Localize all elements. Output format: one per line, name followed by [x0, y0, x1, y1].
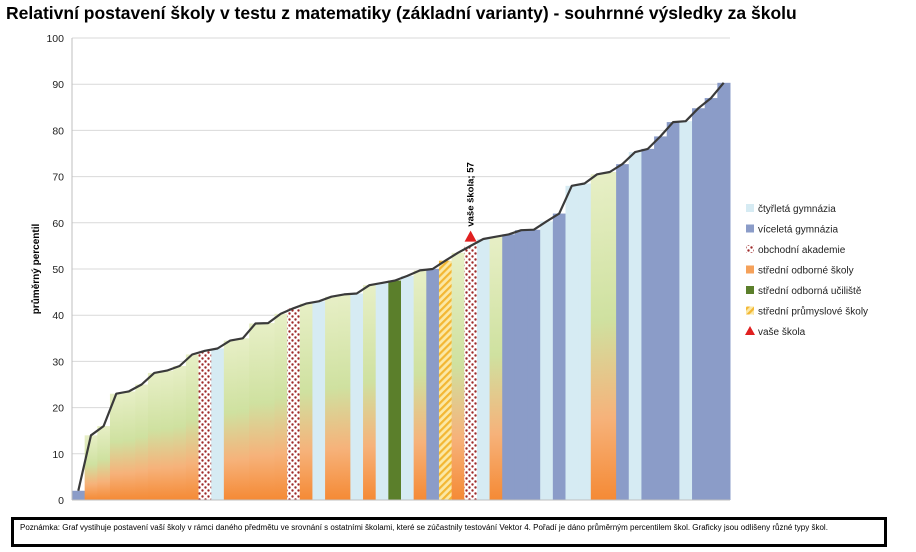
bar-odborne — [489, 236, 503, 500]
bar-vicelete — [552, 213, 566, 500]
legend-label-vase: vaše škola — [758, 327, 806, 338]
bar-odborne — [451, 252, 465, 500]
bar-ctyrleta — [578, 183, 592, 500]
y-tick-label: 50 — [52, 264, 64, 276]
bar-prumyslove — [438, 260, 453, 500]
bar-ctyrleta — [401, 275, 415, 500]
bar-odborne — [185, 354, 200, 500]
bar-odborne — [261, 323, 275, 500]
bar-vicelete — [426, 269, 440, 500]
y-tick-label: 10 — [52, 449, 64, 461]
bar-ctyrleta — [312, 301, 326, 500]
legend-label-odborne: střední odborné školy — [758, 266, 854, 277]
bar-odborne — [603, 171, 617, 501]
y-tick-label: 20 — [52, 403, 64, 415]
legend-swatch-ctyrleta — [746, 204, 754, 212]
bar-ctyrleta — [540, 221, 554, 500]
bar-odborne — [299, 303, 313, 500]
bar-ctyrleta — [375, 282, 389, 500]
bar-odborne — [97, 426, 111, 500]
your-school-label: vaše škola; 57 — [466, 162, 477, 226]
y-tick-label: 60 — [52, 218, 64, 230]
bar-uciliste — [388, 280, 402, 500]
bar-vicelete — [692, 108, 706, 500]
bar-odborne — [590, 174, 604, 501]
y-tick-label: 80 — [52, 125, 64, 137]
bar-vicelete — [641, 148, 655, 500]
legend-label-ctyrleta: čtyřletá gymnázia — [758, 204, 836, 215]
bar-obchodni — [198, 350, 212, 500]
bar-odborne — [413, 270, 427, 500]
bar-odborne — [122, 391, 136, 500]
chart-title: Relativní postavení školy v testu z mate… — [6, 3, 797, 23]
your-school-marker — [464, 230, 477, 242]
percentile-line — [77, 82, 725, 492]
y-tick-label: 30 — [52, 356, 64, 368]
bar-odborne — [274, 313, 288, 500]
bar-odborne — [223, 340, 237, 500]
bar-obchodni — [464, 245, 478, 500]
bar-odborne — [363, 285, 377, 500]
bar-vicelete — [666, 122, 680, 501]
bar-ctyrleta — [211, 348, 225, 500]
bar-odborne — [249, 323, 263, 500]
y-tick-label: 90 — [52, 79, 64, 91]
y-tick-label: 100 — [46, 33, 64, 45]
legend-label-vicelete: víceletá gymnázia — [758, 225, 838, 236]
legend-swatch-uciliste — [746, 286, 754, 294]
bar-vicelete — [72, 490, 86, 500]
legend-swatch-vicelete — [746, 224, 754, 233]
chart-svg: 0 10 20 30 40 50 60 70 80 90 100 průměrný percentil… — [30, 33, 868, 507]
legend-swatch-obchodni — [746, 245, 754, 253]
bar-odborne — [160, 370, 174, 500]
y-axis-title: průměrný percentil — [30, 223, 42, 314]
bar-vicelete — [616, 164, 630, 500]
bar-odborne — [109, 393, 124, 500]
bar-vicelete — [717, 82, 731, 501]
bar-odborne — [84, 435, 98, 500]
legend-label-obchodni: obchodní akademie — [758, 245, 846, 256]
bar-odborne — [135, 384, 149, 500]
bar-vicelete — [704, 98, 718, 500]
bar-odborne — [147, 372, 162, 500]
y-tick-label: 70 — [52, 172, 64, 184]
bar-vicelete — [654, 136, 668, 500]
y-tick-label: 0 — [58, 495, 64, 507]
bar-odborne — [173, 366, 187, 500]
legend-swatch-prumyslove — [746, 306, 754, 315]
bar-ctyrleta — [476, 238, 491, 500]
bar-vicelete — [514, 230, 529, 500]
bar-ctyrleta — [679, 121, 693, 500]
bar-odborne — [325, 296, 339, 500]
legend-swatch-vase — [745, 326, 755, 335]
legend-swatch-odborne — [746, 265, 754, 274]
legend-label-uciliste: střední odborná učiliště — [758, 286, 862, 297]
chart-note: Poznámka: Graf vystihuje postavení vaší … — [11, 517, 887, 547]
bar-vicelete — [502, 234, 516, 500]
bar-ctyrleta — [628, 152, 642, 500]
legend-label-prumyslove: střední průmyslové školy — [758, 306, 868, 318]
bar-odborne — [236, 338, 250, 500]
bar-vicelete — [527, 229, 541, 501]
bar-ctyrleta — [350, 293, 364, 500]
bar-obchodni — [287, 308, 301, 500]
y-tick-label: 40 — [52, 310, 64, 322]
bar-ctyrleta — [565, 185, 579, 500]
bar-odborne — [337, 294, 351, 500]
